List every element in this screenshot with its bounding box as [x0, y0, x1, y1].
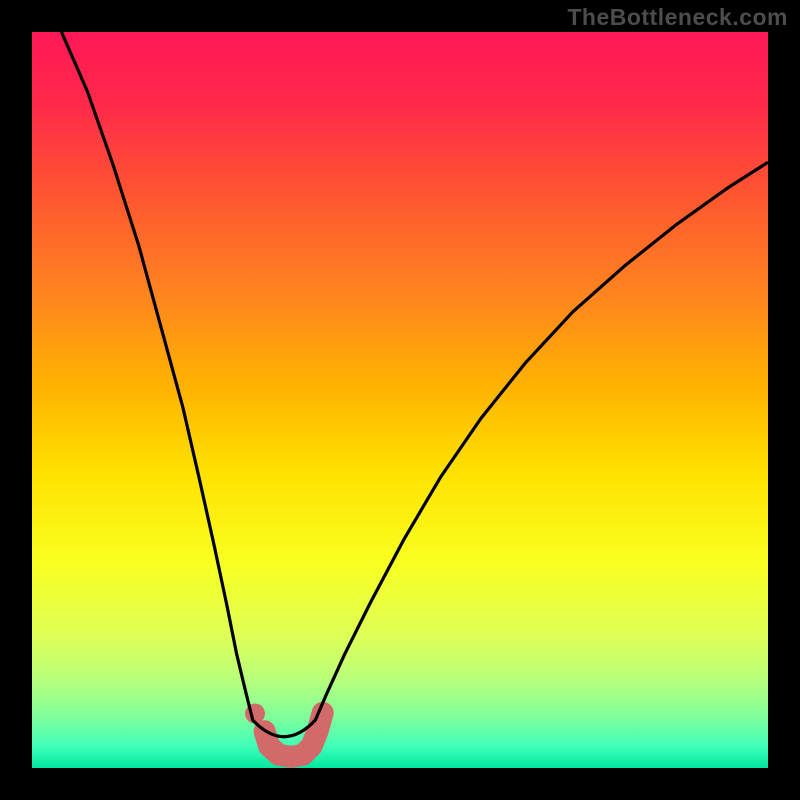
chart-svg [0, 0, 800, 800]
watermark-text: TheBottleneck.com [567, 4, 788, 31]
gradient-background [32, 32, 768, 768]
plot-area [32, 32, 768, 768]
chart-stage: TheBottleneck.com [0, 0, 800, 800]
